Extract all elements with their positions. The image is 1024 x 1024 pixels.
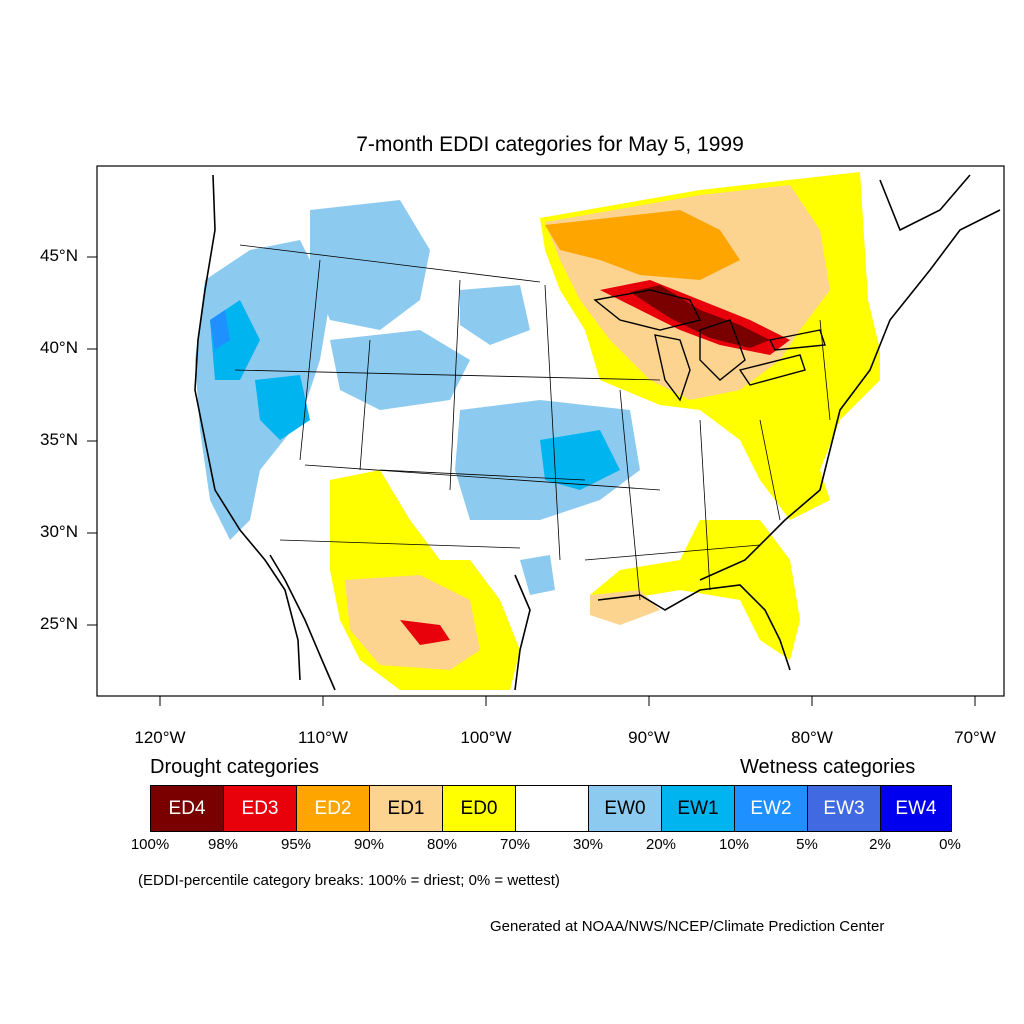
legend-cell: ED0 [443,786,516,831]
legend-cell: EW0 [589,786,662,831]
map-frame [96,165,1005,697]
wetness-heading: Wetness categories [740,756,916,778]
drought-shading [330,172,880,690]
legend-color-bar: ED4 ED3 ED2 ED1 ED0 EW0 EW1 EW2 EW3 EW4 [150,785,952,832]
legend-break-label: 30% [572,836,604,853]
state-borders [234,244,831,601]
lon-label: 120°W [134,728,186,747]
legend-cell: EW3 [808,786,881,831]
legend-break-label: 2% [869,836,891,853]
legend-break-label: 5% [796,836,818,853]
drought-heading: Drought categories [150,756,319,778]
great-lakes [593,289,826,402]
legend-break-label: 70% [499,836,531,853]
legend-break-label: 80% [426,836,458,853]
axis-ticks [87,256,976,706]
legend-break-label: 100% [130,836,170,853]
legend-break-label: 10% [718,836,750,853]
legend-note: (EDDI-percentile category breaks: 100% =… [138,872,560,889]
legend-cell: EW4 [881,786,951,831]
lon-label: 80°W [791,728,833,747]
lat-label: 45°N [40,246,78,265]
credit-line: Generated at NOAA/NWS/NCEP/Climate Predi… [490,918,885,935]
lon-label: 110°W [298,728,348,747]
legend-cell [516,786,589,831]
lat-label: 35°N [40,430,78,449]
lat-label: 25°N [40,614,78,633]
map-title: 7-month EDDI categories for May 5, 1999 [356,133,744,156]
legend-cell: ED1 [370,786,443,831]
legend-cell: ED3 [224,786,297,831]
legend-cell: ED2 [297,786,370,831]
legend-break-label: 20% [645,836,677,853]
legend-break-label: 95% [280,836,312,853]
legend-cell: EW1 [662,786,735,831]
lon-label: 90°W [628,728,670,747]
legend-break-label: 0% [939,836,961,853]
lon-label: 70°W [954,728,996,747]
lon-label: 100°W [460,728,512,747]
legend-cell: EW2 [735,786,808,831]
legend-break-label: 98% [207,836,239,853]
legend-break-label: 90% [353,836,385,853]
legend-cell: ED4 [151,786,224,831]
lat-label: 30°N [40,522,78,541]
wetness-shading [195,200,640,595]
coastlines [194,174,1001,691]
lat-label: 40°N [40,338,78,357]
